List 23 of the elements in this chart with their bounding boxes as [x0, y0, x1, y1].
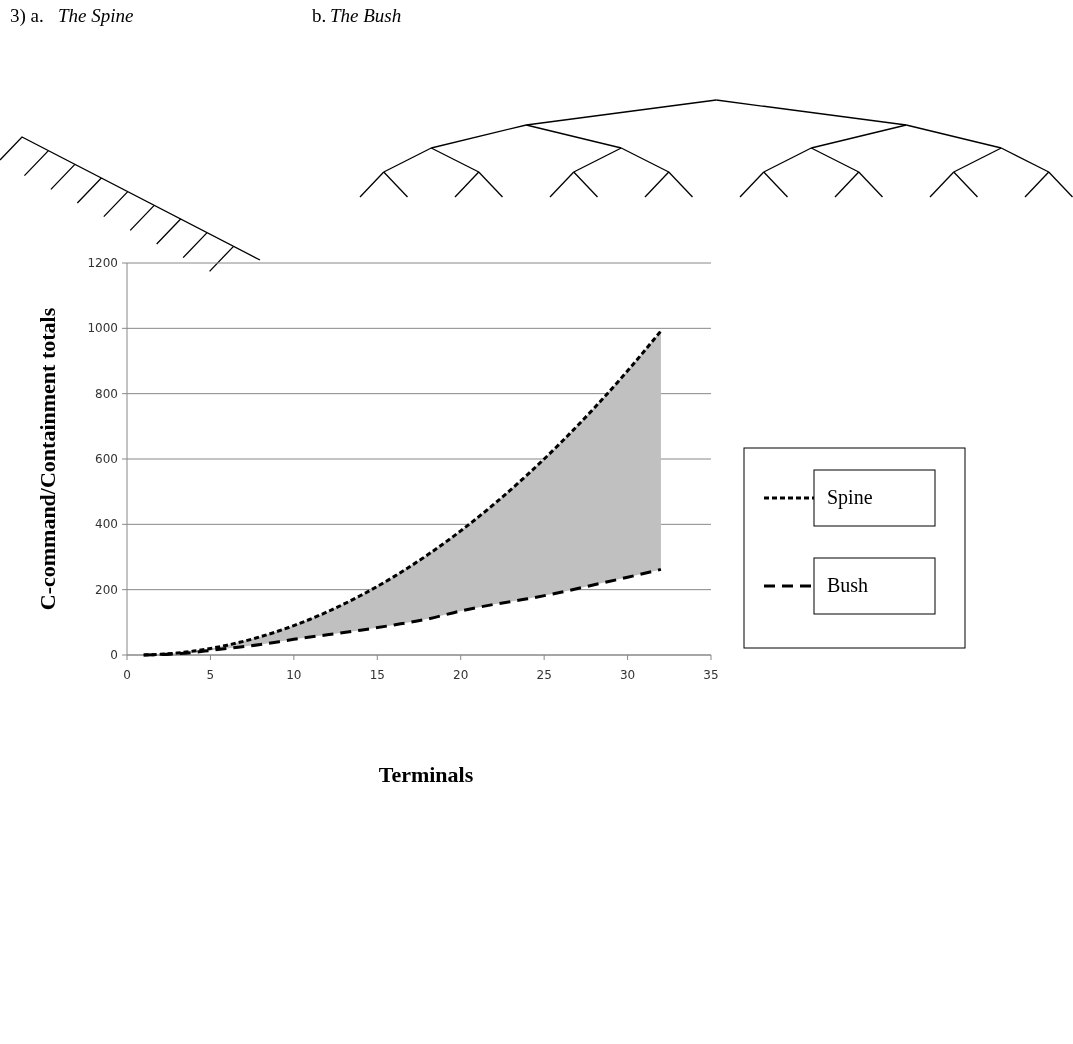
x-tick-label: 35	[703, 668, 719, 682]
text: The Spine	[58, 5, 134, 26]
x-axis-title: Terminals	[378, 762, 474, 787]
x-tick-label: 20	[453, 668, 469, 682]
y-tick-label: 400	[95, 517, 118, 532]
x-tick-label: 15	[369, 668, 385, 682]
x-tick-label: 10	[286, 668, 302, 682]
text: 3) a.	[10, 5, 44, 27]
x-tick-label: 25	[536, 668, 552, 682]
legend-label: Spine	[827, 486, 873, 509]
text: The Bush	[330, 5, 402, 26]
x-tick-label: 30	[619, 668, 636, 682]
y-tick-label: 200	[95, 582, 118, 597]
x-tick-label: 0	[123, 668, 131, 682]
y-tick-label: 800	[95, 386, 118, 401]
legend-label: Bush	[827, 574, 869, 596]
x-tick-label: 5	[206, 668, 215, 682]
y-tick-label: 0	[110, 648, 118, 662]
text: b.	[312, 5, 327, 26]
y-axis-title: C-command/Containment totals	[35, 307, 60, 611]
y-tick-label: 1000	[87, 321, 118, 336]
y-tick-label: 600	[95, 452, 118, 466]
y-tick-label: 1200	[87, 256, 118, 270]
